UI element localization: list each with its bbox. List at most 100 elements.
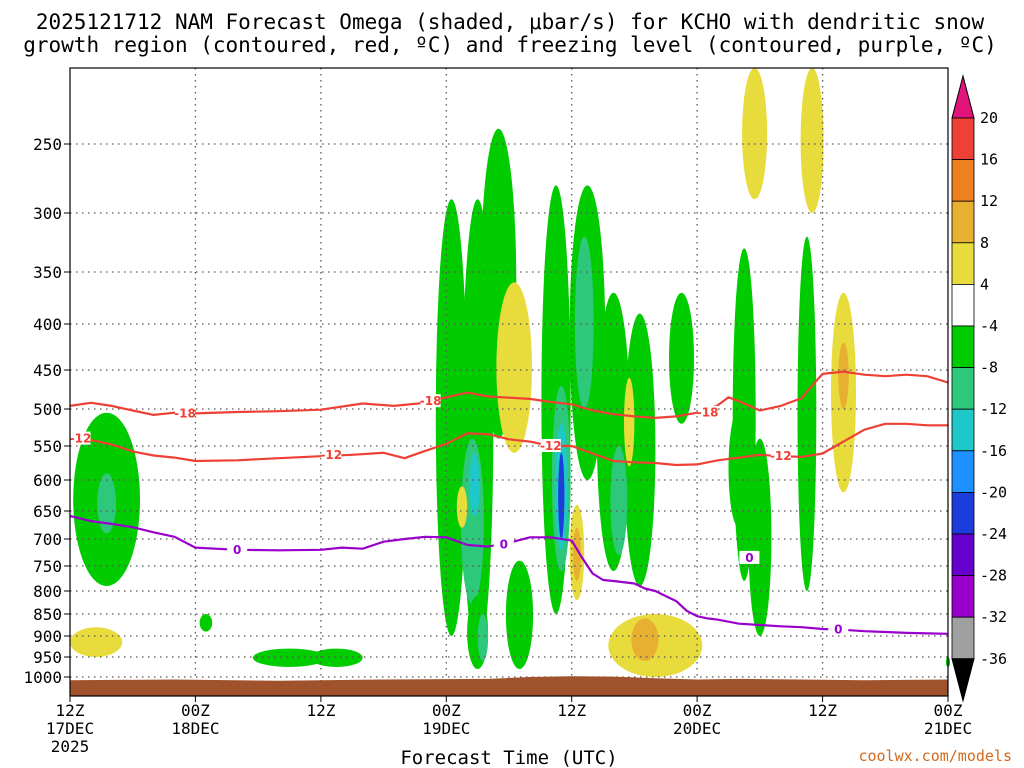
colorbar-label: -20 xyxy=(980,483,1007,501)
omega-cell-descent xyxy=(70,627,123,657)
y-tick-label: 800 xyxy=(33,582,62,601)
omega-cell-ascent xyxy=(669,292,694,424)
y-tick-label: 500 xyxy=(33,400,62,419)
colorbar-segment xyxy=(951,200,975,244)
dgz-top-contour xyxy=(69,370,949,419)
freezing-level-label-bg xyxy=(227,542,248,556)
colorbar-label: -4 xyxy=(980,317,998,335)
x-tick-label: 00Z xyxy=(683,701,712,720)
colorbar-bottom-arrow xyxy=(951,658,975,703)
colorbar-segment xyxy=(951,616,975,660)
colorbar-segment xyxy=(951,491,975,535)
y-tick-label: 250 xyxy=(33,135,62,154)
colorbar-segment xyxy=(951,159,975,202)
omega-cell-ascent xyxy=(310,648,363,667)
x-tick-label: 00Z xyxy=(181,701,210,720)
x-tick-label: 18DEC xyxy=(171,719,219,738)
colorbar-segment xyxy=(951,242,975,285)
y-tick-label: 750 xyxy=(33,557,62,576)
omega-cell-ascent xyxy=(610,446,628,556)
colorbar-segment xyxy=(951,450,975,493)
y-tick-label: 1000 xyxy=(23,668,62,687)
dgz-bottom-label-bg xyxy=(540,439,561,452)
omega-cell-ascent xyxy=(435,199,468,636)
x-tick-label: 12Z xyxy=(56,701,85,720)
omega-cell-ascent xyxy=(505,560,534,669)
omega-cell-ascent xyxy=(252,648,327,667)
omega-cell-descent xyxy=(800,68,824,213)
x-tick-label: 2025 xyxy=(51,737,90,756)
colorbar-label: -28 xyxy=(980,567,1007,585)
dgz-top-label-bg xyxy=(175,406,195,420)
chart-title-line2: growth region (contoured, red, ºC) and f… xyxy=(23,33,997,57)
dgz-top-label: -18 xyxy=(174,406,196,420)
x-tick-label: 21DEC xyxy=(924,719,972,738)
omega-cell-ascent xyxy=(558,452,565,539)
x-tick-label: 00Z xyxy=(934,701,963,720)
y-tick-label: 600 xyxy=(33,471,62,490)
colorbar: 20 16 12 8 4 -4 -8 -12 -16 -20 -24 -28 -32 -36 xyxy=(951,74,1007,703)
omega-cell-descent xyxy=(496,282,532,453)
plot-frame xyxy=(69,67,949,697)
colorbar-label: -8 xyxy=(980,359,998,377)
colorbar-segment xyxy=(951,575,975,618)
colorbar-segment xyxy=(951,408,975,452)
x-tick-label: 12Z xyxy=(808,701,837,720)
x-tick-label: 17DEC xyxy=(46,719,94,738)
terrain-layer xyxy=(70,676,948,696)
plot-area: -18 -18 -18 -12 -12 -12 -12 0 0 0 0 xyxy=(69,67,951,697)
y-tick-label: 300 xyxy=(33,204,62,223)
dgz-bottom-label-bg xyxy=(770,449,791,463)
y-tick-label: 650 xyxy=(33,502,62,521)
dgz-bottom-label-bg xyxy=(70,431,91,445)
colorbar-segment xyxy=(951,117,975,160)
gridlines xyxy=(70,68,948,696)
omega-cell-ascent xyxy=(97,473,116,534)
dgz-top-label-bg xyxy=(420,394,441,408)
colorbar-label: -24 xyxy=(980,525,1007,543)
colorbar-segment xyxy=(951,367,975,410)
colorbar-label: 4 xyxy=(980,275,989,293)
x-tick-label: 00Z xyxy=(432,701,461,720)
freezing-level-label: 0 xyxy=(500,537,508,551)
omega-cell-ascent xyxy=(574,236,594,409)
dgz-bottom-label-bg xyxy=(321,447,342,461)
y-tick-label: 950 xyxy=(33,648,62,667)
credit-text: coolwx.com/models xyxy=(858,747,1012,765)
x-tick-label: 19DEC xyxy=(422,719,470,738)
terrain-ground xyxy=(70,676,948,696)
omega-cell-ascent xyxy=(199,614,213,632)
colorbar-label: 8 xyxy=(980,234,989,252)
colorbar-segment xyxy=(951,533,975,576)
omega-cell-descent xyxy=(456,486,468,528)
omega-cell-descent xyxy=(631,618,659,661)
y-tick-label: 700 xyxy=(33,530,62,549)
y-tick-label: 900 xyxy=(33,627,62,646)
colorbar-label: -36 xyxy=(980,650,1007,668)
omega-cell-descent xyxy=(742,68,768,200)
colorbar-label: 20 xyxy=(980,109,998,127)
freezing-level-label-bg xyxy=(828,622,849,636)
dgz-top-label: -18 xyxy=(697,406,719,420)
freezing-level-label: 0 xyxy=(745,551,753,565)
omega-cell-ascent xyxy=(477,614,489,661)
omega-cell-descent xyxy=(572,527,582,582)
freezing-level-contour xyxy=(69,514,949,635)
colorbar-label: -32 xyxy=(980,608,1007,626)
x-tick-label: 12Z xyxy=(557,701,586,720)
colorbar-label: -16 xyxy=(980,442,1007,460)
contour-lines: -18 -18 -18 -12 -12 -12 -12 0 0 0 0 xyxy=(69,370,949,636)
y-tick-label: 400 xyxy=(33,315,62,334)
colorbar-label: -12 xyxy=(980,400,1007,418)
y-tick-label: 850 xyxy=(33,605,62,624)
colorbar-segment xyxy=(951,283,975,327)
y-tick-label: 450 xyxy=(33,361,62,380)
omega-cell-descent xyxy=(838,342,849,410)
freezing-level-label-bg xyxy=(739,550,760,564)
colorbar-label: 12 xyxy=(980,192,998,210)
y-tick-label: 350 xyxy=(33,263,62,282)
y-tick-label: 550 xyxy=(33,437,62,456)
